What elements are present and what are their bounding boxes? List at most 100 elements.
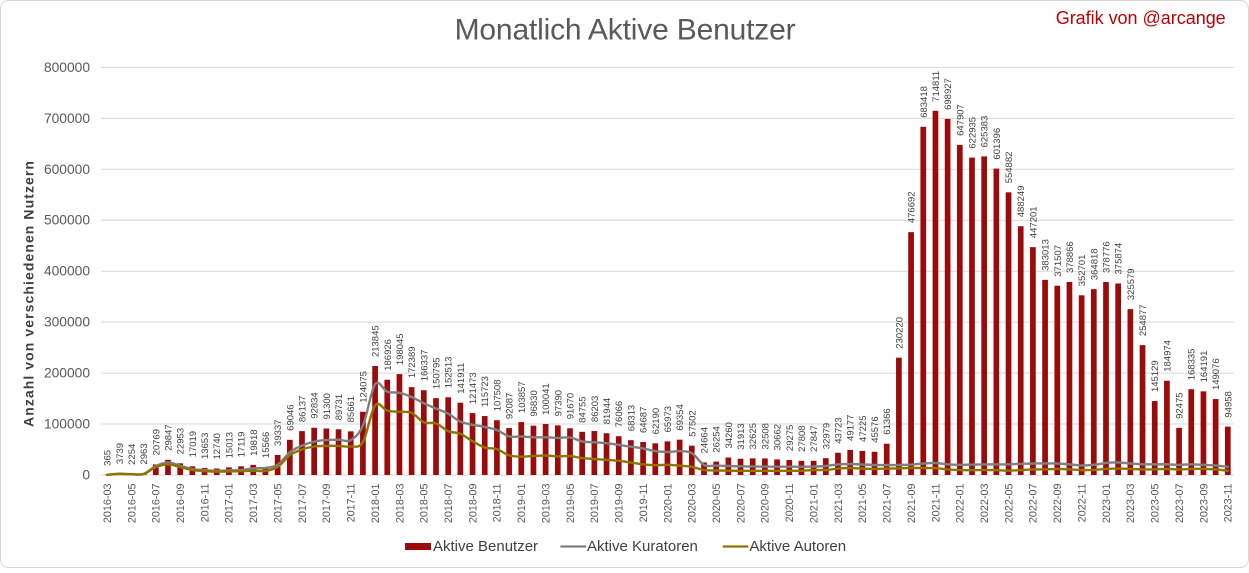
svg-text:554882: 554882 — [1004, 152, 1015, 184]
svg-text:2017-09: 2017-09 — [321, 484, 333, 524]
svg-text:84755: 84755 — [578, 396, 589, 422]
svg-text:168335: 168335 — [1187, 349, 1198, 381]
svg-text:2022-07: 2022-07 — [1028, 484, 1040, 524]
svg-text:2019-09: 2019-09 — [614, 484, 626, 524]
svg-text:166337: 166337 — [419, 350, 430, 382]
svg-text:2020-03: 2020-03 — [687, 484, 699, 524]
svg-text:Aktive Autoren: Aktive Autoren — [749, 538, 846, 555]
svg-text:45576: 45576 — [870, 416, 881, 442]
svg-text:2017-03: 2017-03 — [248, 484, 260, 524]
svg-text:2021-07: 2021-07 — [882, 484, 894, 524]
svg-text:96830: 96830 — [529, 390, 540, 416]
svg-text:0: 0 — [82, 468, 90, 483]
svg-text:64687: 64687 — [639, 407, 650, 433]
svg-text:15013: 15013 — [224, 432, 235, 458]
svg-text:2021-05: 2021-05 — [857, 484, 869, 524]
svg-text:2018-11: 2018-11 — [492, 483, 504, 522]
svg-text:601396: 601396 — [992, 128, 1003, 160]
svg-text:Aktive Benutzer: Aktive Benutzer — [433, 538, 538, 555]
svg-text:352701: 352701 — [1077, 255, 1088, 287]
svg-text:32979: 32979 — [821, 423, 832, 449]
svg-text:383013: 383013 — [1041, 239, 1052, 271]
svg-text:600000: 600000 — [44, 162, 90, 177]
svg-text:Aktive Kuratoren: Aktive Kuratoren — [587, 538, 698, 555]
svg-text:500000: 500000 — [44, 213, 90, 228]
svg-text:2022-05: 2022-05 — [1003, 484, 1015, 524]
svg-text:2023-01: 2023-01 — [1101, 484, 1113, 524]
svg-text:Grafik von @arcange: Grafik von @arcange — [1056, 8, 1226, 28]
svg-text:2017-07: 2017-07 — [297, 484, 309, 524]
svg-text:68313: 68313 — [626, 405, 637, 431]
svg-text:371507: 371507 — [1053, 245, 1064, 277]
svg-text:622935: 622935 — [967, 117, 978, 149]
svg-text:81944: 81944 — [602, 398, 613, 424]
svg-text:22953: 22953 — [176, 428, 187, 454]
svg-text:447201: 447201 — [1028, 206, 1039, 238]
svg-text:2016-09: 2016-09 — [175, 484, 187, 524]
svg-text:13653: 13653 — [200, 433, 211, 459]
svg-text:2021-03: 2021-03 — [833, 484, 845, 524]
svg-text:625383: 625383 — [980, 116, 991, 148]
svg-text:2018-05: 2018-05 — [419, 484, 431, 524]
svg-text:100041: 100041 — [541, 383, 552, 415]
svg-text:89731: 89731 — [334, 394, 345, 420]
svg-text:149076: 149076 — [1211, 358, 1222, 390]
svg-text:2020-01: 2020-01 — [662, 484, 674, 524]
svg-text:43723: 43723 — [833, 417, 844, 443]
svg-text:2019-11: 2019-11 — [638, 484, 650, 523]
svg-text:27808: 27808 — [797, 425, 808, 451]
svg-text:2021-01: 2021-01 — [808, 484, 820, 524]
svg-text:2963: 2963 — [139, 443, 150, 464]
svg-text:2023-05: 2023-05 — [1150, 484, 1162, 524]
svg-text:3739: 3739 — [115, 443, 126, 464]
svg-text:488249: 488249 — [1016, 186, 1027, 218]
svg-text:69354: 69354 — [675, 404, 686, 430]
svg-text:62190: 62190 — [651, 408, 662, 434]
svg-text:2022-11: 2022-11 — [1076, 484, 1088, 523]
svg-text:2020-09: 2020-09 — [760, 484, 772, 524]
svg-text:100000: 100000 — [44, 417, 90, 432]
svg-text:94958: 94958 — [1223, 391, 1234, 417]
svg-text:2254: 2254 — [127, 444, 138, 465]
svg-text:365: 365 — [103, 450, 114, 466]
svg-text:230220: 230220 — [894, 317, 905, 349]
svg-text:34260: 34260 — [724, 422, 735, 448]
svg-text:30662: 30662 — [773, 424, 784, 450]
svg-text:69046: 69046 — [285, 404, 296, 430]
svg-text:57502: 57502 — [687, 410, 698, 436]
svg-text:476692: 476692 — [907, 191, 918, 223]
svg-text:27847: 27847 — [809, 425, 820, 451]
svg-text:2019-05: 2019-05 — [565, 484, 577, 524]
svg-text:65973: 65973 — [663, 406, 674, 432]
svg-text:2019-01: 2019-01 — [516, 484, 528, 524]
svg-text:145129: 145129 — [1150, 360, 1161, 392]
svg-text:2016-07: 2016-07 — [151, 484, 163, 524]
svg-text:2018-09: 2018-09 — [467, 483, 479, 523]
svg-text:20769: 20769 — [151, 429, 162, 455]
svg-text:700000: 700000 — [44, 111, 90, 126]
svg-text:15566: 15566 — [261, 432, 272, 458]
svg-text:91300: 91300 — [322, 393, 333, 419]
svg-text:92475: 92475 — [1175, 392, 1186, 418]
svg-text:2019-07: 2019-07 — [589, 484, 601, 524]
svg-text:2016-03: 2016-03 — [102, 484, 114, 524]
svg-text:103857: 103857 — [517, 381, 528, 413]
svg-text:86203: 86203 — [590, 396, 601, 422]
svg-text:647907: 647907 — [955, 104, 966, 136]
svg-text:85661: 85661 — [346, 396, 357, 422]
svg-text:2019-03: 2019-03 — [540, 484, 552, 524]
svg-text:152513: 152513 — [444, 357, 455, 389]
svg-text:49177: 49177 — [846, 415, 857, 441]
svg-text:2020-05: 2020-05 — [711, 484, 723, 524]
svg-text:92087: 92087 — [505, 393, 516, 419]
svg-text:2023-07: 2023-07 — [1174, 484, 1186, 524]
svg-text:2023-11: 2023-11 — [1223, 484, 1235, 523]
svg-text:31913: 31913 — [736, 423, 747, 449]
svg-text:19818: 19818 — [249, 429, 260, 455]
svg-text:26254: 26254 — [712, 426, 723, 452]
svg-text:61366: 61366 — [882, 408, 893, 434]
svg-text:254877: 254877 — [1138, 304, 1149, 336]
svg-text:17019: 17019 — [188, 431, 199, 457]
svg-text:198045: 198045 — [395, 333, 406, 365]
svg-text:2017-05: 2017-05 — [272, 484, 284, 524]
